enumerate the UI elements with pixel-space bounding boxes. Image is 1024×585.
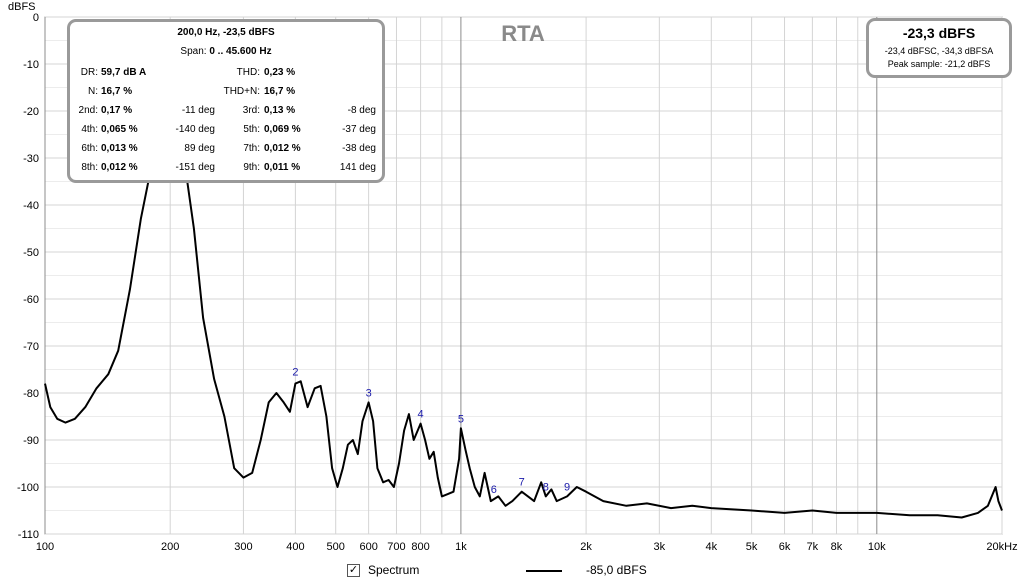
- info-value: 16,7 %: [264, 86, 296, 97]
- legend-level: -85,0 dBFS: [586, 563, 647, 577]
- chart-title: RTA: [501, 21, 545, 46]
- info-row: 6th: 0,013 % 89 deg 7th: 0,012 % -38 deg: [70, 142, 382, 156]
- level-main: -23,3 dBFS: [902, 25, 976, 41]
- y-tick-label: -30: [23, 153, 39, 165]
- x-tick-label: 20kHz: [986, 541, 1017, 553]
- info-phase: -11 deg: [181, 105, 215, 116]
- harmonic-marker-9: 9: [564, 481, 570, 493]
- y-tick-label: -100: [17, 482, 39, 494]
- info-row: N: 16,7 % THD+N: 16,7 %: [70, 85, 382, 99]
- y-tick-label: -60: [23, 294, 39, 306]
- info-label: 2nd:: [78, 105, 98, 116]
- info-phase: 141 deg: [339, 162, 376, 173]
- span-label: Span:: [180, 46, 207, 57]
- info-value: 0,065 %: [101, 124, 138, 135]
- legend-spectrum-label: Spectrum: [368, 563, 420, 577]
- info-value: 0,069 %: [264, 124, 301, 135]
- span-value: 0 .. 45.600 Hz: [209, 46, 272, 57]
- info-value: 0,012 %: [264, 143, 301, 154]
- info-label: 3rd:: [242, 105, 260, 116]
- x-tick-label: 100: [36, 541, 54, 553]
- info-value: 0,17 %: [101, 105, 133, 116]
- info-label: 9th:: [243, 162, 260, 173]
- level-sub: -23,4 dBFSC, -34,3 dBFSA: [884, 46, 994, 56]
- measurement-info-panel: 200,0 Hz, -23,5 dBFS Span: 0 .. 45.600 H…: [67, 19, 385, 183]
- y-tick-label: -40: [23, 200, 39, 212]
- harmonic-marker-5: 5: [458, 413, 464, 425]
- info-phase: -8 deg: [347, 105, 376, 116]
- y-tick-label: -20: [23, 106, 39, 118]
- info-label: 5th:: [243, 124, 260, 135]
- x-tick-label: 8k: [831, 541, 843, 553]
- info-label: THD:: [236, 67, 260, 78]
- x-tick-label: 400: [286, 541, 304, 553]
- harmonic-marker-3: 3: [366, 387, 372, 399]
- x-tick-label: 800: [411, 541, 429, 553]
- y-tick-label: -10: [23, 59, 39, 71]
- info-value: 0,23 %: [264, 67, 296, 78]
- info-value: 59,7 dB A: [101, 67, 147, 78]
- legend: ✓ Spectrum -85,0 dBFS: [0, 560, 1024, 582]
- info-label: 8th:: [81, 162, 98, 173]
- info-label: 4th:: [81, 124, 98, 135]
- harmonic-marker-7: 7: [519, 477, 525, 489]
- y-axis-unit: dBFS: [8, 1, 36, 13]
- harmonic-marker-8: 8: [543, 481, 549, 493]
- x-tick-label: 5k: [746, 541, 758, 553]
- info-phase: 89 deg: [184, 143, 215, 154]
- x-tick-label: 300: [234, 541, 252, 553]
- x-tick-label: 4k: [705, 541, 717, 553]
- info-value: 0,013 %: [101, 143, 138, 154]
- legend-line-swatch: [526, 570, 562, 572]
- harmonic-marker-6: 6: [491, 484, 497, 496]
- x-tick-label: 10k: [868, 541, 886, 553]
- info-label: THD+N:: [223, 86, 260, 97]
- info-phase: -37 deg: [342, 124, 376, 135]
- series-line-spectrum: [44, 126, 1003, 519]
- level-peak: Peak sample: -21,2 dBFS: [887, 59, 991, 69]
- x-tick-label: 600: [359, 541, 377, 553]
- y-tick-label: -90: [23, 435, 39, 447]
- y-tick-label: -70: [23, 341, 39, 353]
- spectrum-checkbox[interactable]: ✓: [347, 564, 360, 577]
- x-tick-label: 6k: [779, 541, 791, 553]
- info-value: 0,011 %: [264, 162, 301, 173]
- info-row: 8th: 0,012 % -151 deg 9th: 0,011 % 141 deg: [70, 161, 382, 175]
- info-row: 2nd: 0,17 % -11 deg 3rd: 0,13 % -8 deg: [70, 104, 382, 118]
- level-panel: -23,3 dBFS -23,4 dBFSC, -34,3 dBFSA Peak…: [866, 18, 1012, 78]
- y-tick-label: 0: [33, 12, 39, 24]
- info-title: 200,0 Hz, -23,5 dBFS: [177, 27, 275, 38]
- harmonic-marker-4: 4: [418, 409, 424, 421]
- info-label: 7th:: [243, 143, 260, 154]
- x-tick-label: 1k: [455, 541, 467, 553]
- y-tick-label: -80: [23, 388, 39, 400]
- info-value: 16,7 %: [101, 86, 133, 97]
- y-tick-label: -110: [18, 529, 39, 541]
- info-row: DR: 59,7 dB A THD: 0,23 %: [70, 66, 382, 80]
- x-tick-label: 7k: [807, 541, 819, 553]
- info-span: Span: 0 .. 45.600 Hz: [70, 46, 382, 57]
- harmonic-marker-2: 2: [292, 366, 298, 378]
- series-layer: [44, 126, 1003, 519]
- info-value: 0,13 %: [264, 105, 296, 116]
- info-phase: -151 deg: [175, 162, 215, 173]
- x-tick-label: 2k: [580, 541, 592, 553]
- y-tick-label: -50: [23, 247, 39, 259]
- x-tick-label: 200: [161, 541, 179, 553]
- x-tick-label: 500: [327, 541, 345, 553]
- x-tick-label: 3k: [654, 541, 666, 553]
- info-phase: -140 deg: [175, 124, 215, 135]
- harmonic-markers: 2 3 4 5 6 7 8 9: [292, 366, 570, 496]
- info-value: 0,012 %: [101, 162, 138, 173]
- x-tick-label: 700: [387, 541, 405, 553]
- info-row: 4th: 0,065 % -140 deg 5th: 0,069 % -37 deg: [70, 123, 382, 137]
- info-phase: -38 deg: [342, 143, 376, 154]
- info-label: N:: [88, 86, 98, 97]
- info-label: DR:: [80, 67, 98, 78]
- info-label: 6th:: [81, 143, 98, 154]
